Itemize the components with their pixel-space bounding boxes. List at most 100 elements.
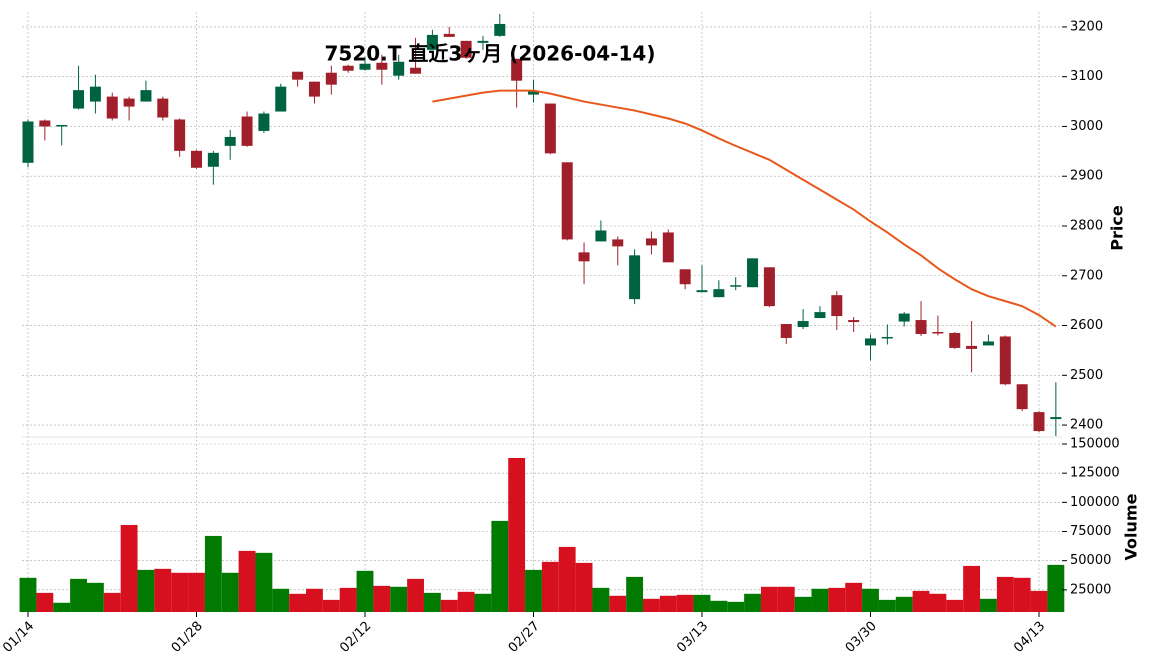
volume-bar — [541, 561, 559, 612]
candle-body — [1050, 417, 1062, 420]
volume-bar — [811, 588, 829, 612]
y-tick-label: 2700 — [1070, 268, 1103, 283]
volume-bar — [609, 595, 627, 612]
y-tick-label: 3000 — [1070, 119, 1103, 134]
candle-body — [73, 90, 85, 109]
candle-body — [207, 152, 219, 167]
y-tick-label: 125000 — [1070, 466, 1120, 481]
volume-bar — [53, 602, 71, 612]
volume-bar — [36, 592, 54, 612]
volume-bar — [407, 578, 424, 612]
candle-body — [898, 313, 910, 322]
volume-bar — [440, 599, 458, 612]
candle-body — [966, 345, 978, 349]
volume-bar — [103, 592, 121, 612]
candle-body — [494, 23, 506, 36]
volume-bar — [760, 586, 778, 612]
volume-bar — [1013, 577, 1031, 612]
volume-bar — [188, 572, 205, 612]
y-tick-label: 50000 — [1070, 553, 1111, 568]
candle-body — [241, 116, 253, 146]
candle-body — [848, 320, 860, 323]
candle-body — [629, 255, 641, 300]
x-tick-label: 04/13 — [1011, 619, 1048, 656]
volume-bar — [895, 596, 913, 612]
volume-bar — [862, 588, 879, 612]
plot-area — [19, 12, 1065, 612]
candle-body — [123, 98, 135, 107]
volume-bar — [390, 586, 408, 612]
y-tick-label: 150000 — [1070, 437, 1120, 452]
volume-bar — [1047, 564, 1065, 612]
candle-body — [275, 86, 287, 112]
volume-bar — [558, 546, 576, 612]
candle-body — [999, 336, 1011, 385]
volume-bar — [963, 565, 981, 612]
y-tick-label: 2600 — [1070, 318, 1103, 333]
volume-bar — [878, 599, 896, 612]
candle-body — [814, 312, 826, 319]
volume-bar — [70, 578, 87, 612]
volume-bar — [457, 591, 475, 612]
candle-body — [191, 150, 202, 168]
volume-bar — [137, 569, 155, 612]
y-tick-label: 75000 — [1070, 524, 1111, 539]
candle-body — [292, 71, 304, 80]
candle-body — [696, 290, 708, 293]
volume-bar — [474, 593, 492, 612]
candle-body — [410, 67, 422, 74]
candle-body — [258, 113, 270, 131]
candle-body — [224, 136, 236, 146]
candle-body — [157, 98, 169, 118]
candle-body — [932, 331, 944, 334]
volume-bar — [575, 562, 593, 612]
candle-body — [949, 332, 961, 348]
volume-bar — [86, 582, 104, 612]
volume-bar — [204, 535, 222, 612]
candle-body — [612, 239, 624, 247]
candle-body — [679, 269, 691, 285]
y-tick-label: 3200 — [1070, 19, 1103, 34]
candle-body — [1033, 412, 1045, 432]
y-tick-label: 2900 — [1070, 169, 1103, 184]
candle-body — [544, 103, 556, 154]
volume-bar — [828, 587, 846, 612]
candle-body — [982, 341, 994, 346]
volume-bar — [339, 587, 357, 612]
volume-bar — [423, 592, 441, 612]
volume-bar — [693, 594, 711, 612]
volume-bar — [120, 524, 138, 612]
x-tick-label: 02/12 — [337, 619, 374, 656]
candle-body — [780, 324, 792, 338]
candle-body — [140, 90, 152, 102]
volume-bar — [659, 595, 677, 612]
candle-body — [443, 33, 455, 37]
candle-body — [426, 34, 438, 50]
y-tick-label: 25000 — [1070, 582, 1111, 597]
volume-bar — [289, 593, 307, 612]
volume-bar — [356, 570, 374, 612]
volume-bar — [592, 587, 610, 612]
volume-bar — [946, 599, 964, 612]
x-tick-label: 03/30 — [843, 619, 880, 656]
volume-bar — [996, 576, 1014, 612]
y-tick-label: 2800 — [1070, 218, 1103, 233]
candle-body — [831, 295, 843, 317]
candle-body — [865, 338, 876, 346]
x-tick-label: 02/27 — [506, 619, 543, 656]
volume-bar — [272, 588, 290, 612]
moving-average-line — [432, 89, 1057, 328]
volume-bar — [255, 552, 273, 612]
volume-bar — [626, 576, 644, 612]
candle-body — [797, 321, 809, 328]
volume-bar — [676, 594, 694, 612]
volume-bar — [727, 601, 745, 612]
y-tick-label: 2400 — [1070, 418, 1103, 433]
candle-body — [645, 238, 657, 246]
candle-body — [763, 267, 775, 307]
candle-body — [561, 162, 573, 240]
volume-bar — [845, 582, 863, 612]
volume-bar — [306, 588, 323, 612]
candle-body — [174, 119, 186, 151]
